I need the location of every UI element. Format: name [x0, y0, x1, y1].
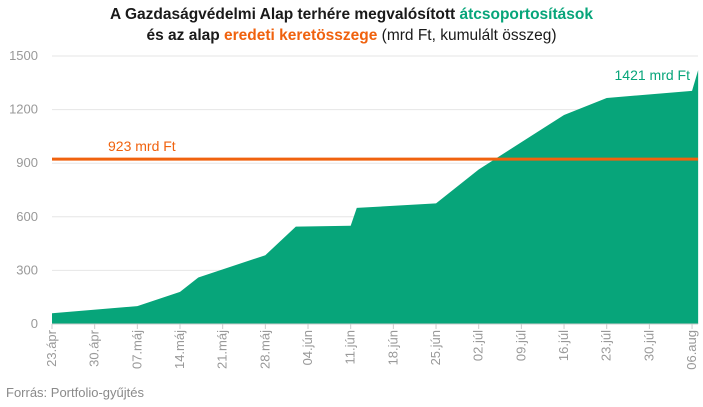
x-tick-label: 14.máj: [172, 330, 187, 369]
y-tick-label: 1200: [9, 102, 38, 117]
data-point: [136, 305, 138, 307]
x-tick-label: 06.aug: [684, 330, 699, 370]
data-point: [51, 312, 53, 314]
series-area: [52, 70, 699, 324]
reference-line-label: 923 mrd Ft: [108, 138, 176, 154]
x-tick-label: 30.júl: [641, 330, 656, 361]
x-tick-label: 02.júl: [471, 330, 486, 361]
x-tick-label: 28.máj: [257, 330, 272, 369]
data-point: [606, 97, 608, 99]
data-point: [350, 225, 352, 227]
title-highlight-budget: eredeti keretösszege: [224, 27, 378, 44]
y-tick-label: 600: [16, 209, 38, 224]
data-point: [197, 277, 199, 279]
x-tick-label: 21.máj: [215, 330, 230, 369]
x-tick-label: 30.ápr: [87, 329, 102, 367]
x-tick-label: 11.jún: [343, 330, 358, 364]
y-tick-label: 0: [31, 316, 38, 331]
title-line-2-prefix: és az alap: [146, 27, 225, 44]
x-tick-label: 23.ápr: [44, 329, 59, 367]
x-tick-label: 04.jún: [300, 330, 315, 365]
title-highlight-transfers: átcsoportosítások: [459, 6, 593, 23]
x-tick-label: 25.jún: [428, 330, 443, 365]
title-line-1-prefix: A Gazdaságvédelmi Alap terhére megvalósí…: [110, 6, 460, 23]
data-point: [691, 90, 693, 92]
source-note: Forrás: Portfolio-gyűjtés: [6, 385, 144, 400]
chart-title: A Gazdaságvédelmi Alap terhére megvalósí…: [0, 4, 703, 46]
x-tick-label: 16.júl: [556, 330, 571, 361]
x-tick-label: 18.jún: [385, 330, 400, 365]
y-tick-label: 900: [16, 155, 38, 170]
title-line-2: és az alap eredeti keretösszege (mrd Ft,…: [0, 25, 703, 46]
x-tick-label: 23.júl: [599, 330, 614, 361]
data-point: [264, 254, 266, 256]
data-point: [295, 226, 297, 228]
data-point: [356, 207, 358, 209]
y-tick-label: 300: [16, 262, 38, 277]
x-tick-label: 07.máj: [129, 330, 144, 369]
x-tick-label: 09.júl: [513, 330, 528, 361]
data-point: [478, 168, 480, 170]
y-tick-label: 1500: [9, 48, 38, 63]
data-point: [179, 291, 181, 293]
title-line-1: A Gazdaságvédelmi Alap terhére megvalósí…: [0, 4, 703, 25]
data-point: [563, 114, 565, 116]
data-point: [435, 202, 437, 204]
title-line-2-suffix: (mrd Ft, kumulált összeg): [377, 27, 557, 44]
data-point: [697, 69, 699, 71]
final-value-label: 1421 mrd Ft: [615, 67, 691, 83]
